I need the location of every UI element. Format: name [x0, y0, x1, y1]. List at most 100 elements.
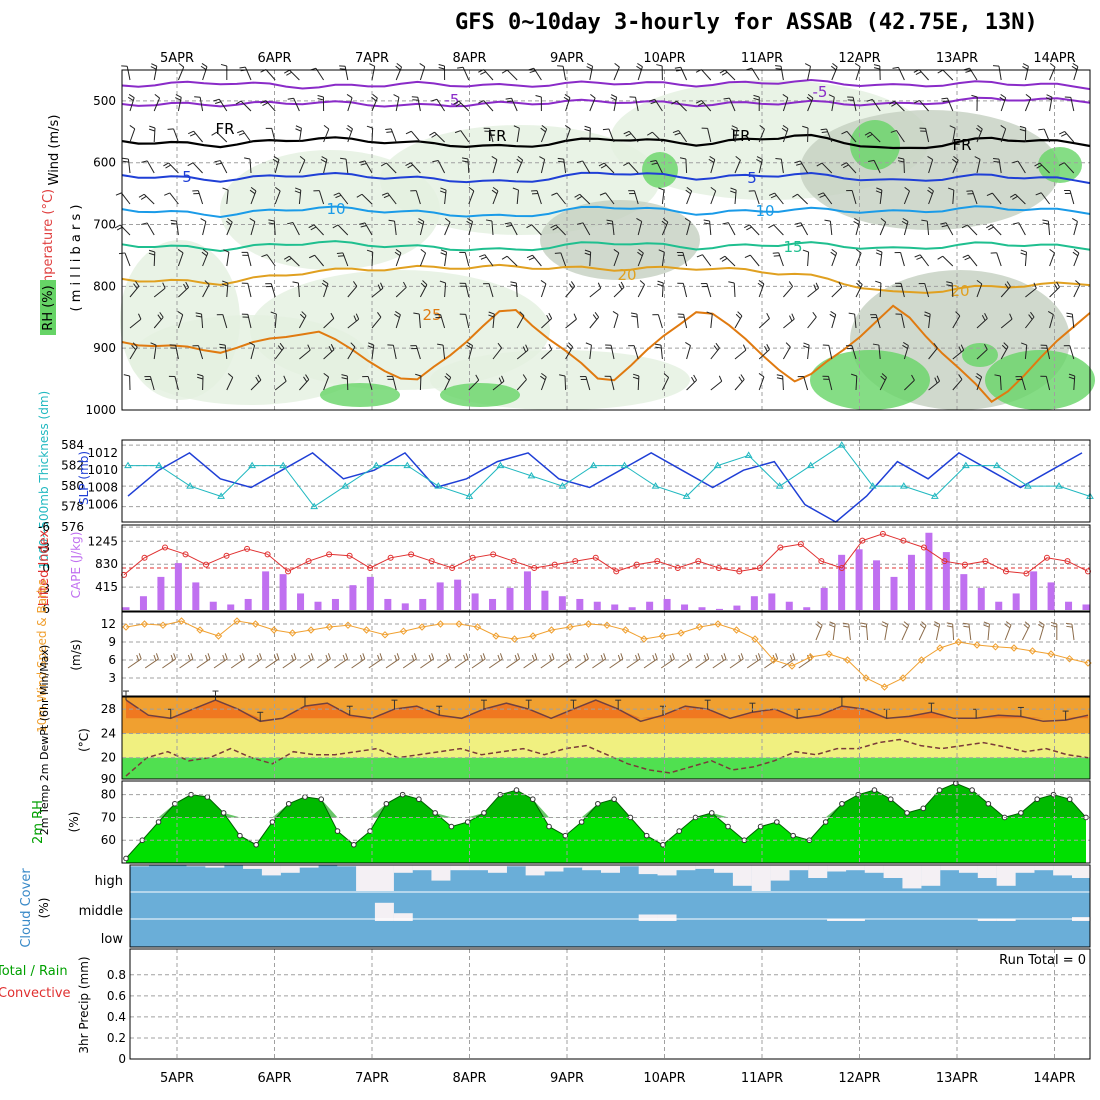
cape-bar: [366, 576, 374, 610]
upper-wind-barb: [286, 257, 292, 262]
upper-wind-barb: [782, 124, 789, 130]
upper-wind-barb: [900, 252, 905, 267]
upper-wind-barb: [1066, 312, 1073, 315]
thickness-marker: [651, 482, 660, 489]
wind10m-barb: [842, 622, 849, 625]
upper-wind-barb: [386, 162, 397, 174]
upper-wind-barb: [1068, 373, 1075, 377]
upper-wind-barb: [541, 372, 547, 378]
date-label-top: 9APR: [550, 51, 584, 66]
upper-wind-barb: [942, 69, 954, 81]
rh2m-marker: [416, 796, 422, 803]
upper-wind-barb: [661, 252, 665, 267]
slp-tick: 1006: [87, 498, 118, 512]
rh-region: [810, 350, 930, 410]
li-marker: [613, 568, 620, 575]
wind10m-marker: [122, 623, 130, 631]
wind10m-barb: [205, 654, 209, 661]
upper-wind-barb: [587, 63, 593, 67]
upper-wind-barb: [127, 96, 134, 101]
upper-wind-barb: [491, 189, 498, 195]
upper-wind-barb: [305, 374, 310, 380]
upper-wind-barb: [731, 125, 738, 129]
upper-wind-barb: [1000, 286, 1011, 298]
cape-bar: [715, 608, 723, 610]
rh2m-marker: [790, 832, 796, 839]
wind10m-barb: [620, 653, 624, 660]
wind10m-barb: [934, 621, 940, 625]
cape-bar: [471, 593, 479, 610]
upper-wind-barb: [657, 283, 664, 287]
rh2m-marker: [269, 819, 276, 825]
upper-wind-barb: [782, 375, 784, 391]
rh2m-marker: [123, 855, 129, 862]
upper-wind-barb: [1020, 376, 1026, 391]
upper-wind-barb: [821, 162, 833, 174]
wind10m-barb: [413, 653, 417, 660]
upper-wind-barb: [830, 251, 836, 257]
li-marker: [346, 552, 353, 559]
upper-wind-barb: [900, 283, 905, 298]
upper-wind-barb: [353, 315, 357, 322]
upper-wind-barb: [599, 192, 606, 196]
rh2m-marker: [1034, 796, 1040, 803]
upper-wind-barb: [1019, 125, 1026, 129]
isotherm-label: 20: [617, 266, 636, 284]
upper-wind-barb: [574, 193, 581, 198]
wind10m-barb: [817, 621, 823, 626]
upper-wind-barb: [457, 66, 464, 69]
upper-wind-barb: [881, 373, 887, 378]
wind10m-barb: [654, 653, 658, 660]
wind10m-barb: [259, 653, 263, 660]
upper-wind-barb: [468, 190, 475, 205]
upper-wind-barb: [628, 162, 639, 174]
upper-wind-barb: [564, 124, 571, 130]
upper-wind-barb: [202, 284, 210, 298]
upper-wind-barb: [467, 158, 470, 174]
upper-wind-barb: [913, 99, 920, 104]
upper-wind-barb: [855, 221, 861, 236]
upper-wind-barb: [287, 97, 294, 100]
upper-wind-barb: [933, 342, 938, 349]
li-marker: [838, 565, 845, 571]
upper-wind-barb: [866, 98, 873, 102]
rh2m-marker: [302, 794, 308, 800]
upper-wind-barb: [988, 226, 994, 231]
upper-wind-barb: [928, 190, 934, 205]
cloud-high-bar: [714, 865, 734, 873]
upper-wind-barb: [946, 281, 953, 284]
wind10m-barb: [918, 625, 927, 641]
upper-wind-barb: [505, 97, 512, 100]
rh-region: [320, 383, 400, 407]
upper-wind-barb: [429, 131, 435, 136]
upper-wind-barb: [590, 94, 596, 99]
upper-wind-barb: [875, 252, 882, 256]
wind10m-barb: [549, 654, 553, 661]
upper-wind-barb: [897, 157, 904, 160]
wind10m-marker: [140, 620, 149, 628]
temp2m-tick: 24: [101, 726, 116, 740]
ylabel-wind10m-units: (m/s): [69, 639, 83, 670]
upper-wind-barb: [247, 283, 252, 298]
upper-wind-barb: [585, 376, 591, 391]
upper-wind-barb: [249, 158, 252, 174]
li-marker: [1023, 570, 1030, 577]
upper-wind-barb: [465, 314, 470, 329]
wind-barbs-upper: [114, 62, 1081, 391]
upper-wind-barb: [359, 160, 366, 163]
wind10m-marker: [510, 635, 519, 643]
li-marker: [674, 565, 681, 571]
upper-wind-barb: [395, 65, 401, 71]
upper-wind-barb: [462, 67, 470, 81]
thickness-tick: 576: [61, 520, 84, 534]
upper-wind-barb: [431, 133, 437, 138]
li-marker: [551, 561, 558, 568]
upper-wind-barb: [504, 222, 511, 225]
li-marker: [367, 565, 374, 571]
wind10m-marker: [196, 626, 204, 634]
upper-wind-barb: [951, 282, 954, 298]
upper-wind-barb: [1034, 162, 1040, 167]
upper-wind-barb: [238, 132, 245, 136]
upper-wind-barb: [851, 345, 857, 360]
